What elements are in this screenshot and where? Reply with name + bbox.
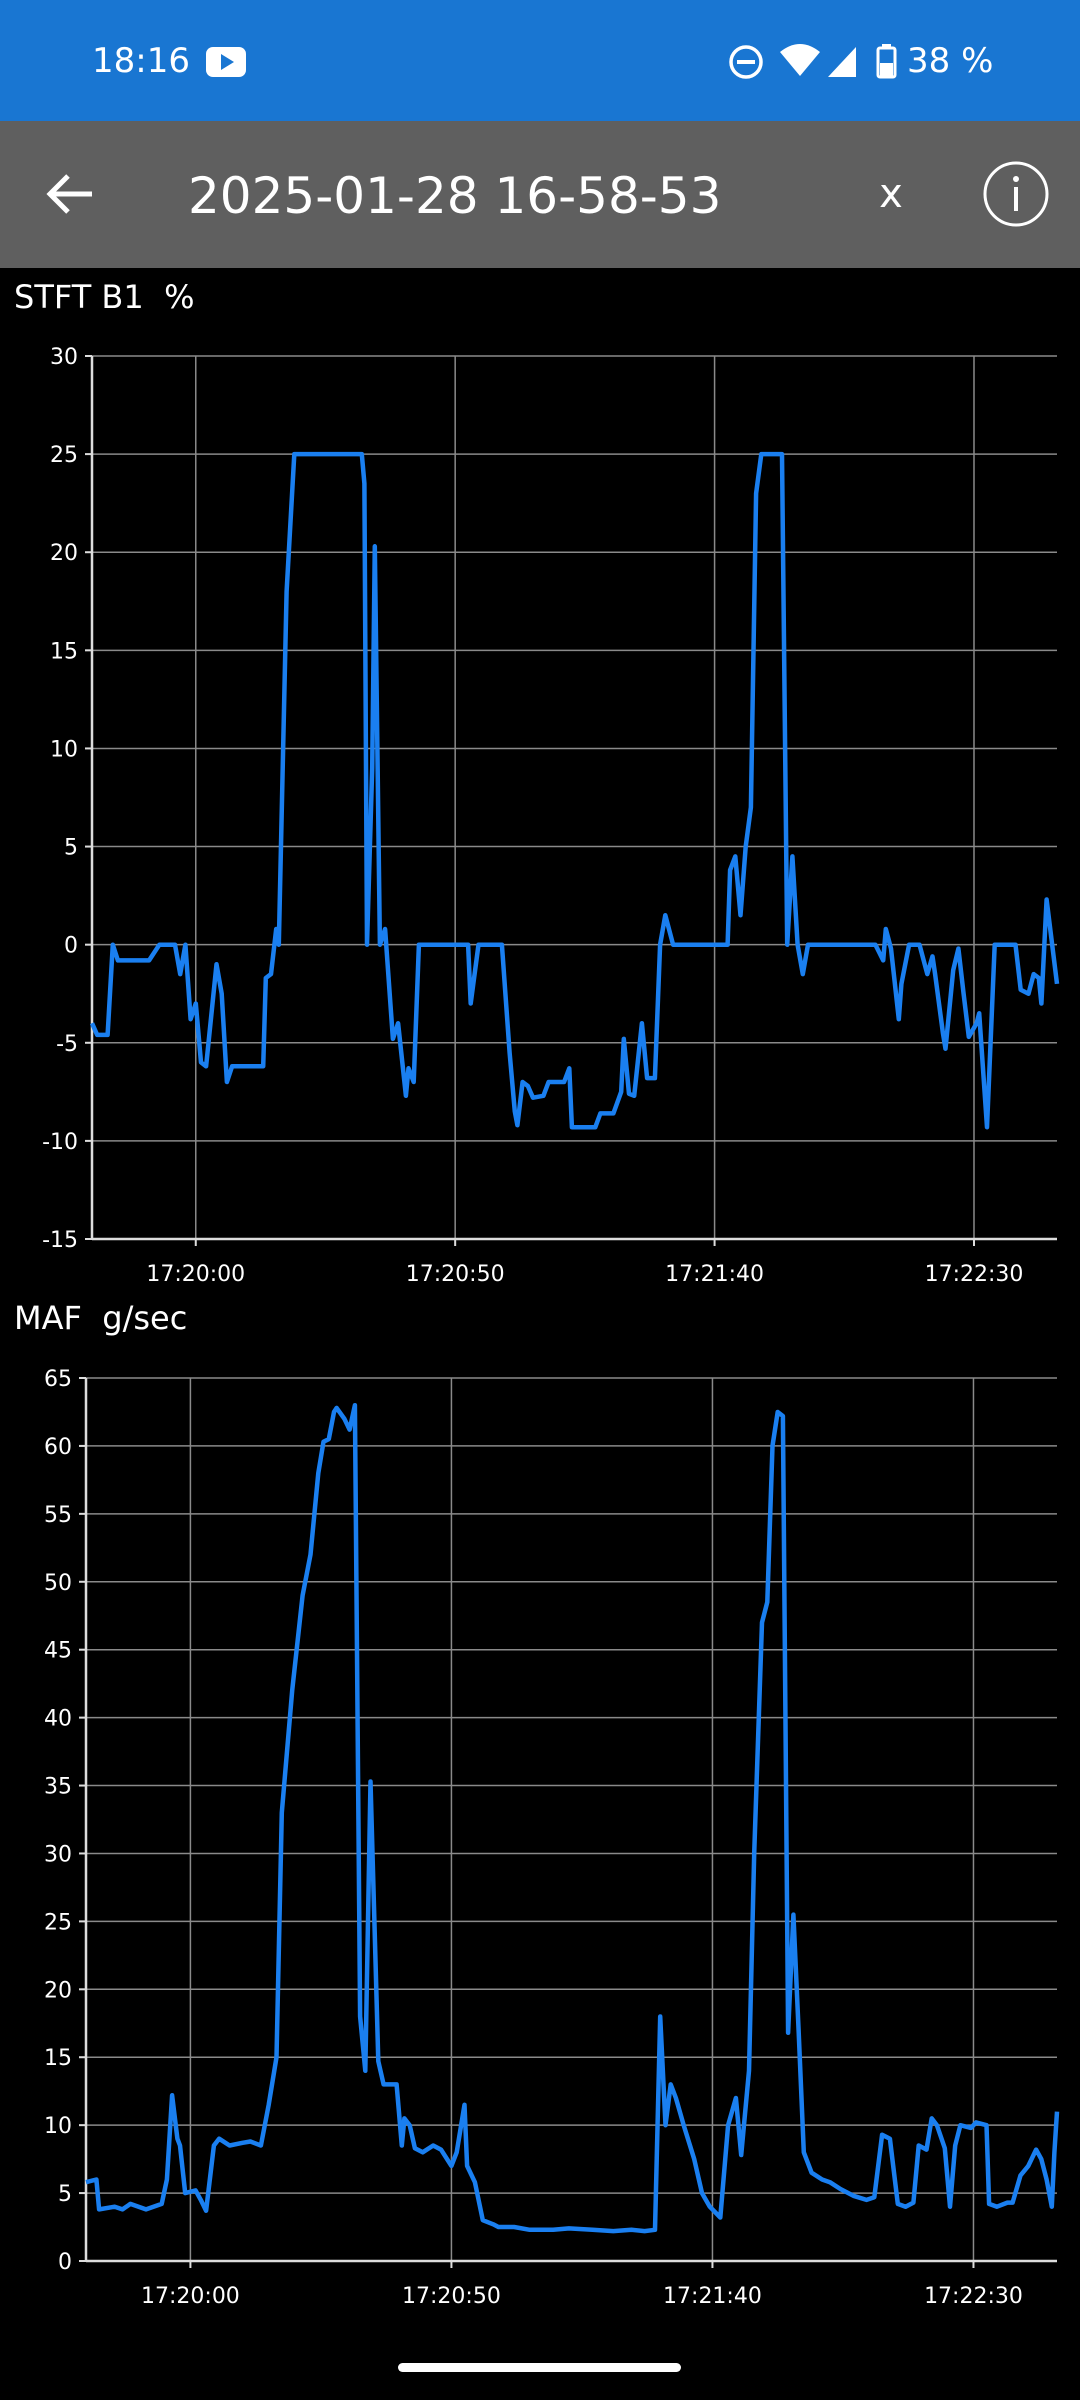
y-tick-label: 25 <box>50 443 78 468</box>
home-indicator <box>398 2363 681 2372</box>
y-tick-label: 50 <box>44 1571 72 1596</box>
youtube-icon <box>206 47 246 77</box>
y-tick-label: 65 <box>44 1367 72 1392</box>
y-tick-label: 15 <box>44 2046 72 2071</box>
y-tick-label: 35 <box>44 1775 72 1800</box>
chart-title: STFT B1 % <box>14 278 194 316</box>
y-tick-label: 55 <box>44 1503 72 1528</box>
signal-icon <box>828 47 856 77</box>
x-tick-label: 17:20:00 <box>146 1262 245 1287</box>
x-tick-label: 17:20:00 <box>141 2284 240 2309</box>
y-tick-label: 0 <box>64 934 78 959</box>
x-tick-label: 17:20:50 <box>402 2284 501 2309</box>
status-bar <box>0 0 1080 121</box>
data-line <box>85 1402 1060 2234</box>
y-tick-label: 30 <box>50 345 78 370</box>
y-tick-label: 5 <box>58 2182 72 2207</box>
x-tick-label: 17:20:50 <box>406 1262 505 1287</box>
close-button[interactable]: x <box>879 171 903 217</box>
y-tick-label: 5 <box>64 836 78 861</box>
clock: 18:16 <box>92 41 190 81</box>
battery-level: 38 % <box>907 41 993 81</box>
y-tick-label: 10 <box>50 737 78 762</box>
y-tick-label: 40 <box>44 1707 72 1732</box>
y-tick-label: 30 <box>44 1842 72 1867</box>
y-tick-label: 10 <box>44 2114 72 2139</box>
y-tick-label: 20 <box>50 541 78 566</box>
y-tick-label: 0 <box>58 2250 72 2275</box>
x-tick-label: 17:22:30 <box>925 1262 1024 1287</box>
toolbar <box>0 121 1080 268</box>
y-tick-label: -15 <box>42 1228 78 1253</box>
x-tick-label: 17:22:30 <box>924 2284 1023 2309</box>
back-button[interactable] <box>46 174 92 214</box>
y-tick-label: 25 <box>44 1910 72 1935</box>
data-line <box>89 451 1060 1130</box>
chart-title: MAF g/sec <box>14 1299 187 1337</box>
battery-icon <box>876 44 897 79</box>
y-tick-label: 20 <box>44 1978 72 2003</box>
info-button[interactable] <box>983 161 1049 227</box>
toolbar-title: 2025-01-28 16-58-53 <box>188 167 721 225</box>
x-tick-label: 17:21:40 <box>663 2284 762 2309</box>
x-tick-label: 17:21:40 <box>665 1262 764 1287</box>
wifi-icon <box>780 44 820 76</box>
dnd-icon <box>729 45 763 79</box>
y-tick-label: -5 <box>56 1032 78 1057</box>
y-tick-label: 15 <box>50 639 78 664</box>
y-tick-label: 45 <box>44 1639 72 1664</box>
y-tick-label: 60 <box>44 1435 72 1460</box>
y-tick-label: -10 <box>42 1130 78 1155</box>
